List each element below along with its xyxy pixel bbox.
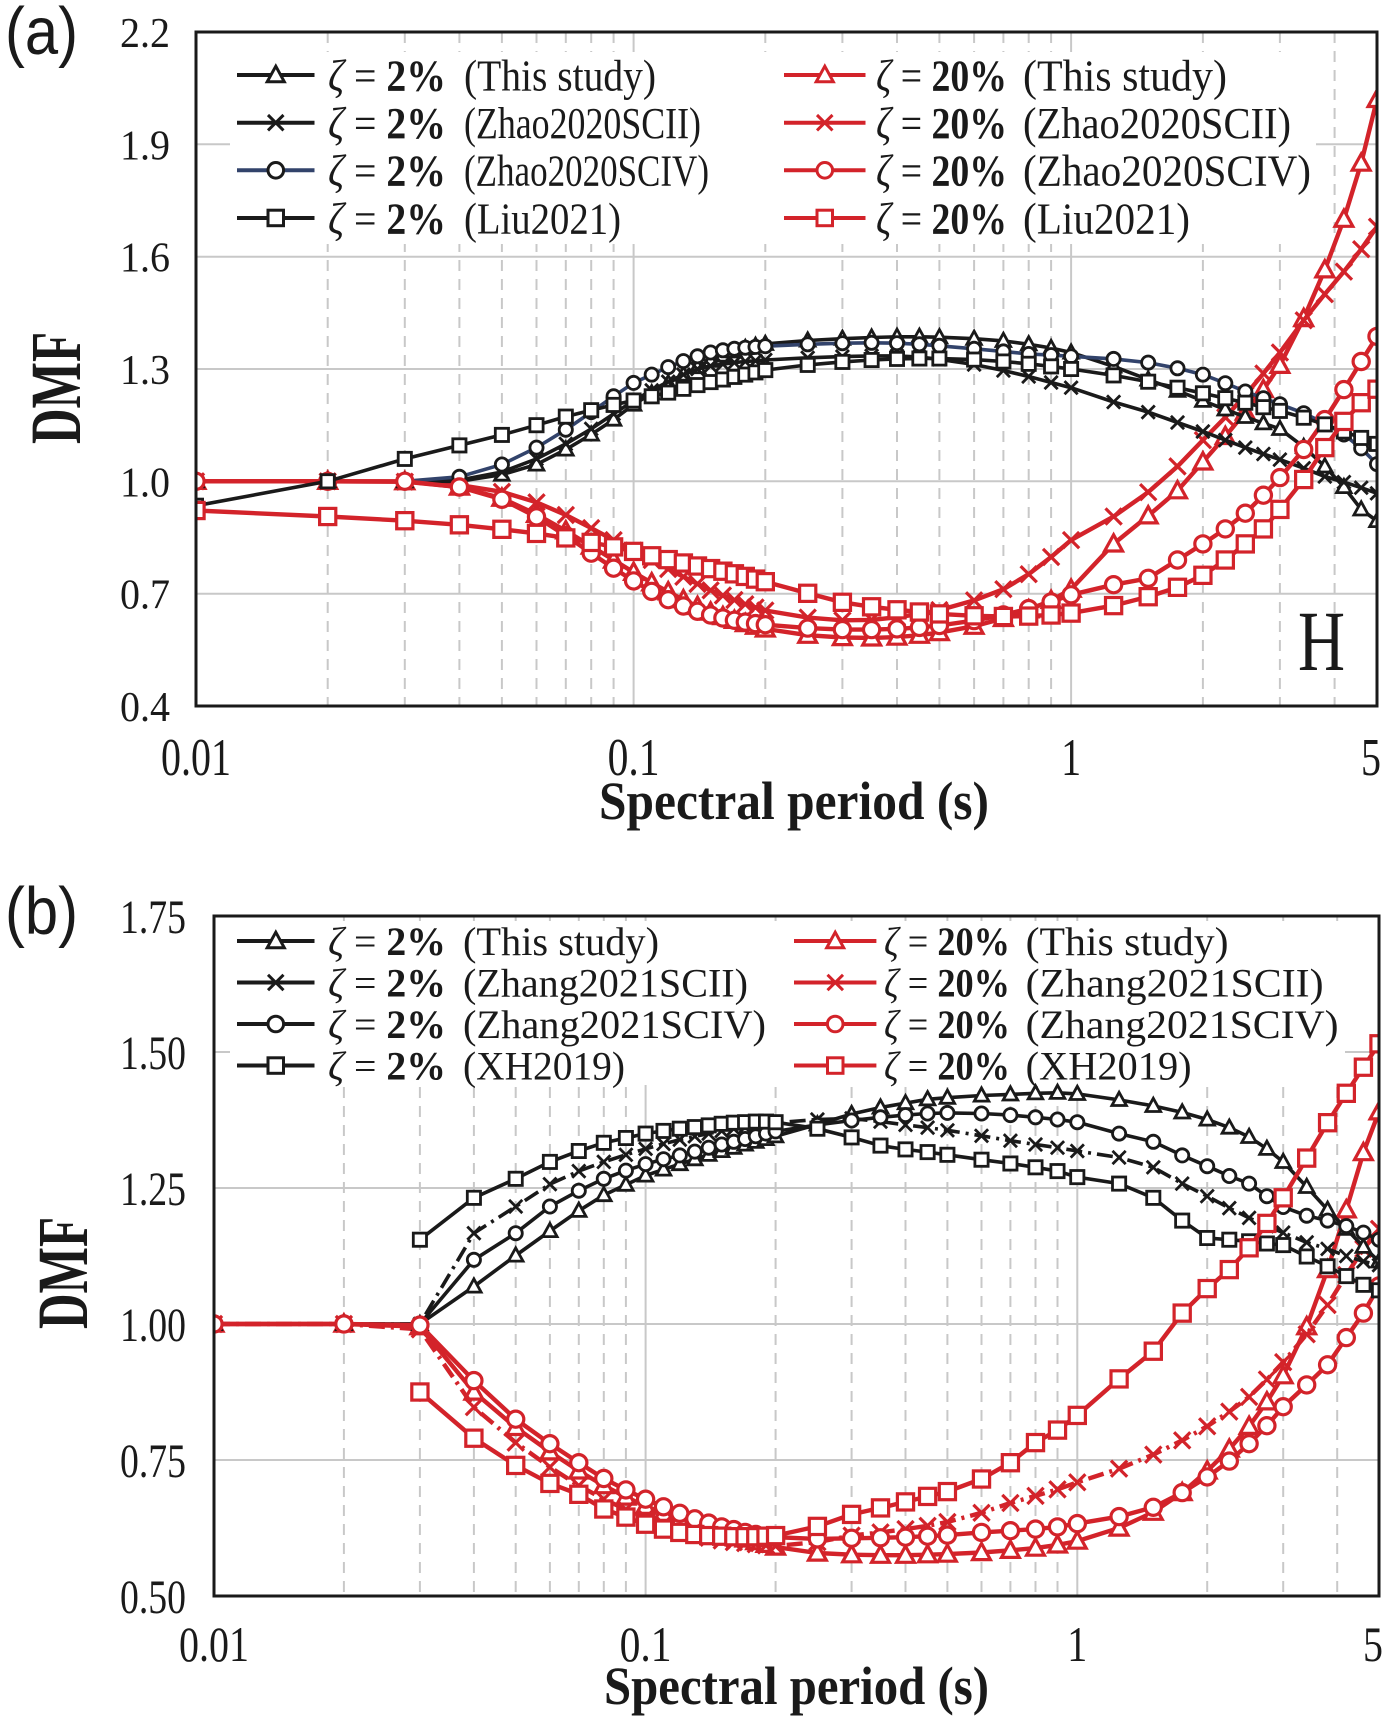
svg-text:ζ = 2%: ζ = 2%	[328, 1002, 446, 1047]
svg-text:(Zhao2020SCIV): (Zhao2020SCIV)	[1023, 147, 1311, 196]
svg-text:DMF: DMF	[16, 332, 96, 444]
svg-text:0.1: 0.1	[608, 729, 660, 787]
svg-text:(Zhang2021SCIV): (Zhang2021SCIV)	[463, 1002, 766, 1047]
svg-text:(Liu2021): (Liu2021)	[1023, 194, 1190, 243]
svg-text:0.01: 0.01	[179, 1616, 249, 1672]
svg-text:DMF: DMF	[23, 1217, 103, 1329]
svg-text:ζ = 20%: ζ = 20%	[876, 99, 1007, 148]
svg-text:ζ = 2%: ζ = 2%	[328, 99, 446, 148]
svg-text:(This study): (This study)	[1023, 51, 1227, 100]
svg-text:ζ = 20%: ζ = 20%	[876, 194, 1007, 243]
svg-text:ζ = 2%: ζ = 2%	[328, 1044, 446, 1089]
svg-text:0.4: 0.4	[120, 685, 170, 731]
svg-text:5: 5	[1363, 1616, 1383, 1672]
svg-text:ζ = 2%: ζ = 2%	[328, 961, 446, 1006]
svg-text:0.50: 0.50	[120, 1571, 186, 1624]
svg-text:1.3: 1.3	[120, 348, 170, 394]
svg-text:(This study): (This study)	[1026, 919, 1229, 964]
svg-text:0.75: 0.75	[120, 1435, 186, 1488]
svg-text:5: 5	[1361, 729, 1381, 787]
svg-text:(This study): (This study)	[463, 919, 659, 964]
svg-text:ζ = 20%: ζ = 20%	[884, 1002, 1010, 1047]
svg-text:(b): (b)	[5, 874, 78, 949]
svg-text:0.1: 0.1	[620, 1616, 672, 1672]
svg-text:1.0: 1.0	[120, 460, 170, 506]
svg-text:ζ = 20%: ζ = 20%	[884, 919, 1010, 964]
svg-text:2.2: 2.2	[120, 11, 170, 57]
svg-text:1.50: 1.50	[120, 1027, 186, 1080]
svg-text:Spectral period (s): Spectral period (s)	[604, 1656, 989, 1716]
svg-text:ζ = 20%: ζ = 20%	[884, 961, 1010, 1006]
svg-text:ζ = 20%: ζ = 20%	[876, 147, 1007, 196]
svg-text:(a): (a)	[5, 0, 78, 69]
svg-text:1.9: 1.9	[120, 123, 170, 169]
svg-text:(Zhao2020SCII): (Zhao2020SCII)	[464, 99, 701, 148]
svg-text:0.7: 0.7	[120, 573, 170, 619]
svg-text:(This study): (This study)	[464, 51, 656, 100]
svg-text:(Zhang2021SCII): (Zhang2021SCII)	[1026, 961, 1324, 1006]
svg-text:1.6: 1.6	[120, 236, 170, 282]
svg-text:1.75: 1.75	[120, 891, 186, 944]
svg-text:(Zhao2020SCIV): (Zhao2020SCIV)	[464, 147, 709, 196]
svg-text:ζ = 20%: ζ = 20%	[884, 1044, 1010, 1089]
svg-text:1.25: 1.25	[120, 1163, 186, 1216]
svg-text:Spectral period (s): Spectral period (s)	[599, 771, 989, 831]
svg-text:(XH2019): (XH2019)	[463, 1044, 625, 1089]
svg-text:(Zhang2021SCIV): (Zhang2021SCIV)	[1026, 1002, 1339, 1047]
svg-text:H: H	[1298, 593, 1345, 689]
svg-text:(Zhang2021SCII): (Zhang2021SCII)	[463, 961, 748, 1006]
svg-text:ζ = 20%: ζ = 20%	[876, 51, 1007, 100]
svg-text:(XH2019): (XH2019)	[1026, 1044, 1192, 1089]
svg-text:1: 1	[1067, 1616, 1087, 1672]
svg-text:1: 1	[1061, 729, 1081, 787]
svg-text:(Zhao2020SCII): (Zhao2020SCII)	[1023, 99, 1291, 148]
svg-text:0.01: 0.01	[161, 729, 231, 787]
svg-text:(Liu2021): (Liu2021)	[464, 194, 621, 243]
svg-text:ζ = 2%: ζ = 2%	[328, 919, 446, 964]
svg-text:ζ = 2%: ζ = 2%	[328, 194, 446, 243]
svg-text:ζ = 2%: ζ = 2%	[328, 147, 446, 196]
svg-text:ζ = 2%: ζ = 2%	[328, 51, 446, 100]
svg-text:1.00: 1.00	[120, 1299, 186, 1352]
